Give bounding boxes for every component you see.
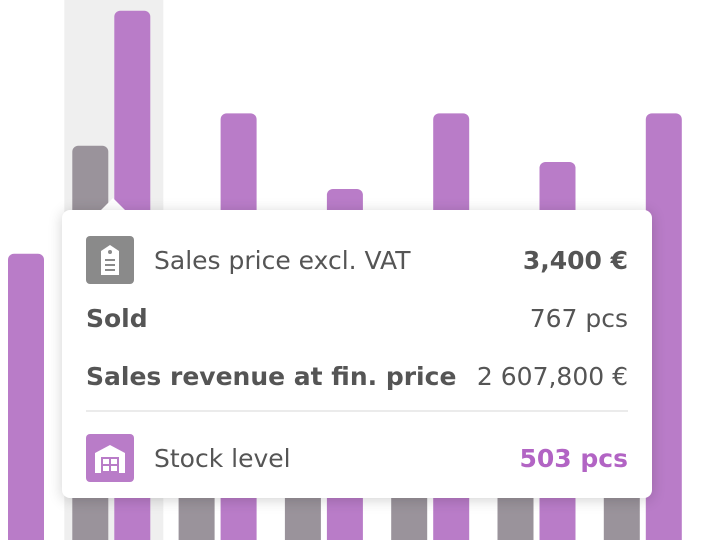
row-label: Sales revenue at fin. price [86, 361, 457, 391]
tooltip: Sales price excl. VAT 3,400 € Sold 767 p… [62, 210, 652, 498]
row-value: 3,400 € [522, 245, 628, 275]
divider [86, 410, 628, 412]
bar [8, 253, 44, 540]
tooltip-pointer [100, 198, 126, 211]
stock-icon [86, 434, 134, 482]
row-label: Sold [86, 303, 148, 333]
row-value: 503 pcs [519, 443, 628, 473]
bar [645, 113, 682, 540]
tooltip-row: Sold 767 pcs [86, 298, 628, 338]
row-value: 767 pcs [529, 303, 628, 333]
row-label: Sales price excl. VAT [154, 245, 411, 275]
tooltip-row: Sales price excl. VAT 3,400 € [86, 236, 628, 284]
row-value: 2 607,800 € [476, 361, 628, 391]
tooltip-row: Sales revenue at fin. price 2 607,800 € [86, 356, 628, 396]
row-label: Stock level [154, 443, 291, 473]
price-icon [86, 236, 134, 284]
tooltip-row: Stock level 503 pcs [86, 434, 628, 482]
